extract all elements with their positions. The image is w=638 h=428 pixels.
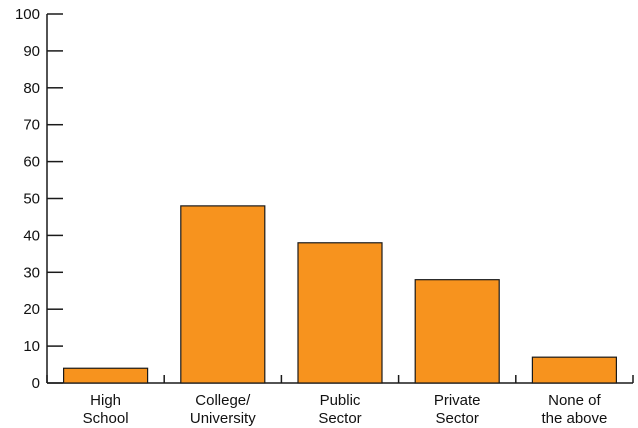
bar: [531, 356, 618, 384]
y-tick-label: 20: [23, 301, 40, 318]
x-category-label: College/University: [190, 392, 256, 427]
y-tick-label: 10: [23, 338, 40, 355]
x-category-label: None of the above: [541, 392, 607, 427]
x-category-label-line: High: [90, 392, 121, 409]
y-tick-label: 40: [23, 227, 40, 244]
y-axis: 0 10 20 30 40 50 60 70 80 90 100: [15, 6, 63, 392]
bar: [297, 242, 383, 384]
y-tick-label: 0: [32, 375, 40, 392]
x-category-label-line: School: [83, 410, 129, 427]
bars: [62, 205, 618, 384]
bar: [180, 205, 266, 384]
x-category-label-line: University: [190, 410, 256, 427]
y-tick-label: 90: [23, 43, 40, 60]
bar: [414, 279, 500, 384]
y-tick-label: 70: [23, 117, 40, 134]
y-tick-label: 80: [23, 80, 40, 97]
x-category-label-line: College/: [195, 392, 251, 409]
x-category-label-line: the above: [541, 410, 607, 427]
x-category-label: High School: [83, 392, 129, 427]
y-tick-label: 100: [15, 6, 40, 23]
x-category-label-line: Sector: [318, 410, 361, 427]
x-category-label-line: Public: [320, 392, 361, 409]
x-category-label-line: None of: [548, 392, 601, 409]
bar: [62, 367, 149, 384]
x-category-label: Private Sector: [434, 392, 481, 427]
x-category-label: Public Sector: [318, 392, 361, 427]
x-category-label-line: Sector: [436, 410, 479, 427]
y-tick-label: 50: [23, 191, 40, 208]
y-tick-label: 60: [23, 154, 40, 171]
x-category-label-line: Private: [434, 392, 481, 409]
y-tick-label: 30: [23, 264, 40, 281]
